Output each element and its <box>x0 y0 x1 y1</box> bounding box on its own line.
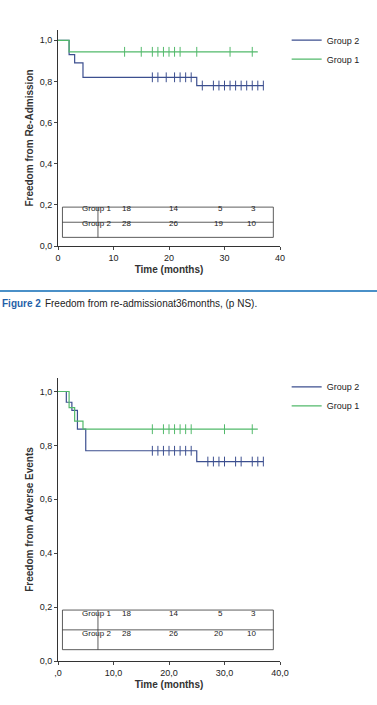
svg-text:Group 2: Group 2 <box>82 629 111 638</box>
svg-text:0,4: 0,4 <box>40 548 53 558</box>
svg-text:26: 26 <box>169 219 178 228</box>
svg-text:30: 30 <box>219 253 229 263</box>
svg-text:20: 20 <box>214 629 223 638</box>
svg-text:10,0: 10,0 <box>105 668 123 678</box>
svg-text:5: 5 <box>218 609 223 618</box>
svg-text:5: 5 <box>218 204 223 213</box>
svg-text:Freedom from Re-Admission: Freedom from Re-Admission <box>24 69 35 206</box>
svg-text:40,0: 40,0 <box>271 668 289 678</box>
svg-text:3: 3 <box>251 204 256 213</box>
svg-text:18: 18 <box>122 609 131 618</box>
svg-text:30,0: 30,0 <box>216 668 234 678</box>
svg-text:Time (months): Time (months) <box>135 679 204 690</box>
svg-text:Freedom from Adverse Events: Freedom from Adverse Events <box>24 447 35 592</box>
svg-text:26: 26 <box>169 629 178 638</box>
svg-text:Group 2: Group 2 <box>82 219 111 228</box>
svg-text:Group 1: Group 1 <box>327 401 360 411</box>
svg-text:Group 2: Group 2 <box>327 36 360 46</box>
svg-text:1,0: 1,0 <box>40 35 53 45</box>
svg-text:0,0: 0,0 <box>40 241 53 251</box>
svg-text:3: 3 <box>251 609 256 618</box>
svg-text:28: 28 <box>122 629 131 638</box>
html-text:Figure 2 Freedom from re-admis: Figure 2 Freedom from re-admissionat36mo… <box>2 298 258 309</box>
svg-text:20,0: 20,0 <box>160 668 178 678</box>
svg-text:14: 14 <box>169 609 178 618</box>
svg-text:10: 10 <box>247 219 256 228</box>
svg-text:0,8: 0,8 <box>40 77 53 87</box>
svg-text:0,2: 0,2 <box>40 200 53 210</box>
svg-text:0,2: 0,2 <box>40 602 53 612</box>
svg-text:0,6: 0,6 <box>40 118 53 128</box>
svg-text:1,0: 1,0 <box>40 387 53 397</box>
svg-text:0,0: 0,0 <box>40 656 53 666</box>
svg-text:20: 20 <box>164 253 174 263</box>
svg-text:10: 10 <box>108 253 118 263</box>
svg-text:0,4: 0,4 <box>40 159 53 169</box>
svg-text:28: 28 <box>122 219 131 228</box>
svg-text:,0: ,0 <box>54 668 62 678</box>
svg-text:Group 1: Group 1 <box>82 204 111 213</box>
svg-text:0: 0 <box>55 253 60 263</box>
svg-text:Group 2: Group 2 <box>327 382 360 392</box>
svg-text:0,6: 0,6 <box>40 494 53 504</box>
svg-text:10: 10 <box>247 629 256 638</box>
svg-text:18: 18 <box>122 204 131 213</box>
svg-text:14: 14 <box>169 204 178 213</box>
svg-text:40: 40 <box>275 253 285 263</box>
svg-text:Group 1: Group 1 <box>82 609 111 618</box>
svg-text:19: 19 <box>214 219 223 228</box>
svg-text:Time (months): Time (months) <box>135 264 204 275</box>
svg-text:Group 1: Group 1 <box>327 55 360 65</box>
svg-text:0,8: 0,8 <box>40 441 53 451</box>
